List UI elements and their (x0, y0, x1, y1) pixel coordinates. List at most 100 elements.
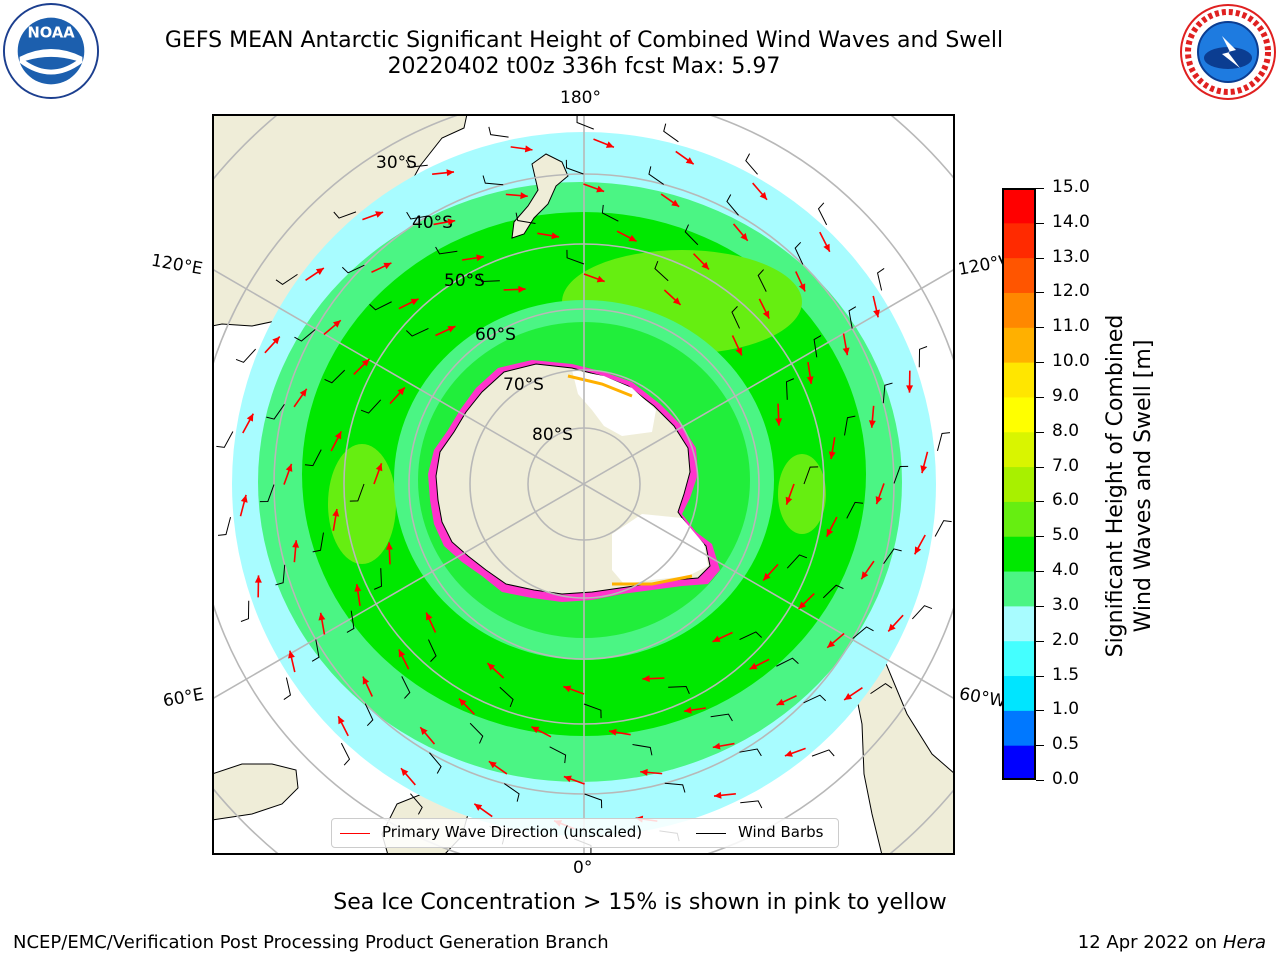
wave-arrow-head (763, 572, 771, 581)
colorbar-segment (1002, 222, 1036, 259)
wind-barb (893, 465, 909, 484)
map-legend: Primary Wave Direction (unscaled) Wind B… (331, 818, 839, 848)
wave-arrow-head (334, 431, 342, 440)
wind-barb (584, 793, 603, 809)
wave-arrow-head (906, 385, 914, 393)
wave-arrow-head (447, 218, 456, 226)
weddell-ice (612, 514, 708, 584)
wave-arrow-head (914, 546, 922, 555)
colorbar-tick-mark (1036, 710, 1044, 712)
wind-barb (294, 329, 316, 342)
wave-arrow-head (826, 528, 834, 537)
colorbar-tick-mark (1036, 640, 1044, 642)
wind-barb (275, 273, 298, 285)
wind-barb (275, 564, 286, 586)
wave-arrow-head (798, 601, 807, 609)
wind-barb (217, 516, 232, 536)
wave-arrow-head (735, 347, 742, 356)
wave-arrow-head (759, 191, 768, 200)
wave-arrow-head (385, 542, 393, 550)
wave-arrow-head (332, 508, 340, 517)
colorbar-tick-mark (1036, 188, 1044, 189)
colorbar-tick-label: 1.5 (1052, 664, 1080, 685)
wind-barb (918, 346, 928, 368)
colorbar-tick-label: 15.0 (1052, 177, 1090, 197)
wave-arrow-head (749, 662, 758, 670)
colorbar-segment (1002, 431, 1036, 468)
wave-arrow-head (701, 261, 709, 270)
wind-barb (739, 748, 762, 757)
colorbar-border (1002, 188, 1036, 780)
colorbar-tick-mark (1036, 745, 1044, 747)
wind-barb (668, 685, 690, 695)
sea-ice-caption: Sea Ice Concentration > 15% is shown in … (333, 890, 947, 915)
wave-arrow-head (920, 465, 928, 474)
wave-arrow-head (240, 494, 248, 503)
wave-arrow-head (375, 463, 383, 472)
colorbar-tick-label: 7.0 (1052, 455, 1080, 476)
wind-barb (405, 159, 428, 168)
wind-barb (515, 212, 536, 224)
colorbar-tick-mark (1036, 292, 1044, 294)
wind-barb (504, 783, 520, 802)
wave-arrow-head (531, 726, 540, 734)
wind-barb (846, 501, 864, 519)
wave-arrow-head (551, 232, 560, 240)
colorbar (1002, 188, 1036, 780)
wave-arrow-head (333, 320, 341, 328)
wind-barb (731, 305, 741, 329)
wind-barb (663, 123, 679, 143)
colorbar-segment (1002, 745, 1036, 780)
colorbar-tick-mark (1036, 605, 1044, 607)
colorbar-tick-label: 1.0 (1052, 699, 1080, 720)
lon-label-60e: 60°E (161, 684, 206, 712)
wind-barb (710, 713, 733, 722)
wave-arrow-head (426, 612, 433, 621)
wind-barb (911, 605, 933, 620)
wind-barb (882, 382, 893, 404)
wind-barb (786, 554, 808, 569)
colorbar-segment (1002, 362, 1036, 398)
wave-legend-line (340, 833, 370, 834)
wind-barb (848, 306, 857, 329)
wave-arrow-head (288, 650, 295, 659)
wind-barb (369, 301, 392, 311)
wave-arrow-head (875, 496, 883, 505)
lat-label-50: 50°S (444, 271, 485, 291)
colorbar-segment (1002, 605, 1036, 642)
wave-arrow-head (684, 706, 692, 714)
wind-barb (583, 703, 602, 719)
wind-barb (803, 466, 819, 485)
wind-barb (936, 432, 951, 452)
wind-barb (576, 114, 594, 130)
colorbar-segment (1002, 710, 1036, 746)
wave-arrow-head (823, 243, 830, 252)
wave-arrow-head (476, 254, 484, 262)
wave-arrow-head (827, 640, 835, 648)
wave-arrow-head (672, 297, 681, 305)
wave-arrow-head (398, 649, 406, 658)
colorbar-tick-label: 5.0 (1052, 525, 1080, 546)
wave-arrow-head (272, 336, 280, 345)
chart-subtitle: 20220402 t00z 336h fcst Max: 5.97 (387, 54, 781, 79)
colorbar-segment (1002, 188, 1036, 224)
wind-barb (346, 610, 355, 633)
ocean-5m-patch-east (778, 454, 826, 534)
wind-barb (817, 202, 828, 226)
wave-arrow-head (685, 157, 694, 165)
wave-arrow-head (596, 185, 605, 193)
wave-arrow-head (524, 145, 533, 153)
wind-barb (632, 744, 653, 756)
wind-barb (435, 246, 458, 255)
colorbar-tick-mark (1036, 431, 1044, 433)
svg-text:NOAA: NOAA (27, 24, 75, 41)
wind-barb (726, 194, 739, 216)
wave-arrow-head (775, 418, 783, 426)
africa-land (212, 763, 299, 821)
wind-barb (341, 264, 365, 274)
antarctic-wave-map: 30°S 40°S 50°S 60°S 70°S 80°S (212, 114, 955, 855)
wave-legend-label: Primary Wave Direction (unscaled) (382, 823, 643, 841)
wind-barb (364, 703, 374, 727)
colorbar-tick-mark (1036, 780, 1044, 781)
wave-arrow-head (740, 233, 748, 241)
